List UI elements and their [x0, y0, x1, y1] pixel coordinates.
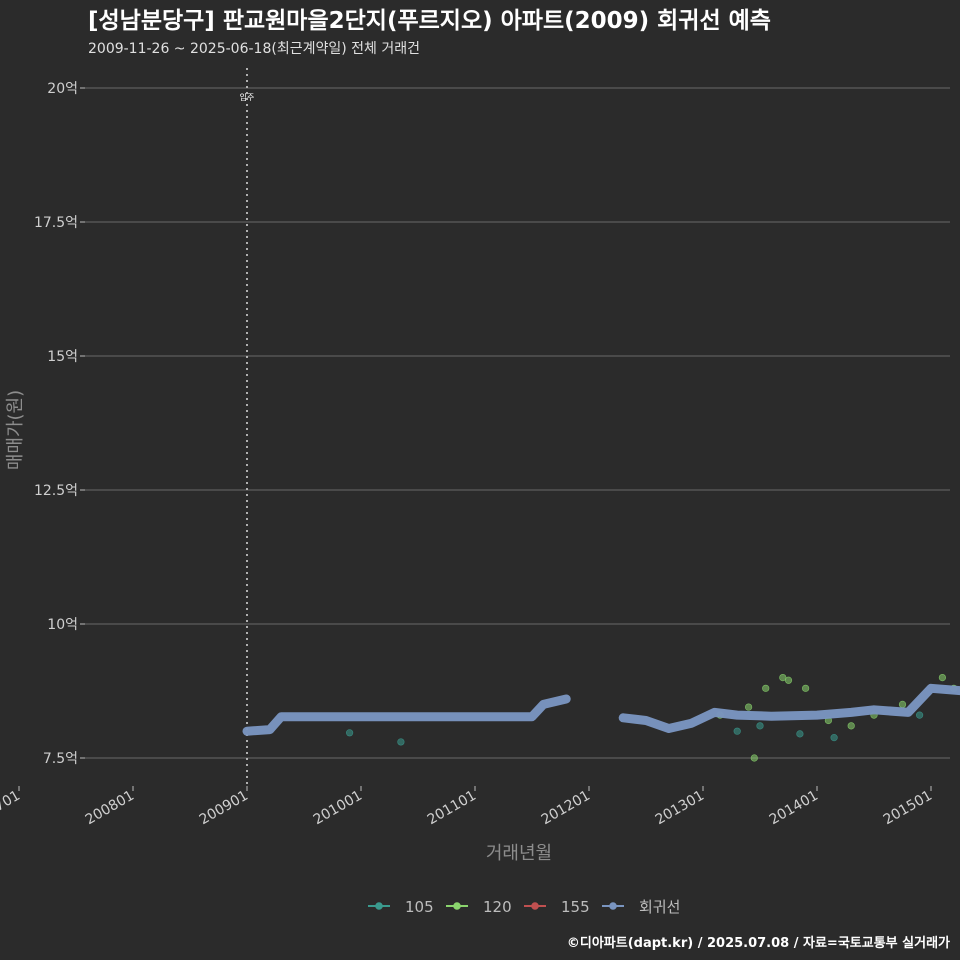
legend-key-dot: [531, 902, 539, 910]
point-105: [733, 727, 741, 735]
x-tick-label: 200801: [83, 788, 137, 829]
y-axis-label: 매매가(원): [5, 390, 26, 470]
point-120: [938, 673, 947, 682]
y-tick-label: 10억: [47, 617, 78, 633]
regression-line: [242, 683, 960, 736]
point-120: [784, 676, 793, 684]
x-tick-label: 201101: [425, 788, 479, 829]
point-120: [801, 684, 810, 692]
point-105: [796, 730, 804, 738]
chart-title: [성남분당구] 판교원마을2단지(푸르지오) 아파트(2009) 회귀선 예측: [88, 8, 771, 34]
x-tick-label: 201401: [767, 788, 821, 829]
x-axis-ticks: 2006012007012008012009012010012011012012…: [0, 786, 935, 829]
y-tick-label: 17.5억: [34, 215, 78, 231]
y-axis-ticks: 7.5억 10억 12.5억 15억 17.5억 20억: [34, 81, 85, 767]
legend-item-120: 120: [483, 898, 512, 916]
x-tick-label: 201001: [311, 788, 365, 829]
grid-lines: [85, 87, 950, 759]
y-tick-label: 7.5억: [43, 751, 78, 767]
regression-segment: [242, 694, 571, 736]
x-axis-label: 거래년월: [486, 843, 552, 864]
point-120: [762, 684, 770, 692]
y-tick-label: 15억: [47, 349, 78, 365]
legend: 105 120 155 회귀선: [368, 898, 680, 916]
legend-item-105: 105: [405, 898, 434, 916]
legend-key-dot: [375, 902, 383, 910]
x-tick-label: 200701: [0, 788, 23, 829]
scatter-points: [346, 673, 958, 762]
point-105: [756, 722, 764, 730]
point-120: [750, 754, 758, 762]
chart-subtitle: 2009-11-26 ~ 2025-06-18(최근계약일) 전체 거래건: [88, 41, 420, 57]
point-120: [744, 703, 753, 711]
point-105: [915, 711, 924, 719]
legend-key-dot: [453, 902, 461, 910]
x-tick-label: 201201: [539, 788, 593, 829]
caption: ©디아파트(dapt.kr) / 2025.07.08 / 자료=국토교통부 실…: [567, 935, 950, 951]
point-120: [847, 722, 855, 730]
y-tick-label: 12.5억: [34, 483, 78, 499]
point-105: [830, 734, 838, 742]
legend-key-dot: [609, 902, 617, 910]
x-tick-label: 201501: [881, 788, 935, 829]
regression-segment: [618, 683, 960, 733]
y-tick-label: 20억: [47, 81, 78, 97]
point-105: [346, 729, 354, 737]
x-tick-label: 201301: [653, 788, 707, 829]
point-105: [397, 738, 405, 746]
legend-item-155: 155: [561, 898, 590, 916]
legend-item-회귀선: 회귀선: [639, 898, 680, 916]
x-tick-label: 200901: [197, 788, 251, 829]
move-in-label: 입주: [240, 93, 255, 102]
point-120: [898, 700, 907, 709]
move-in-annotation: 입주: [240, 68, 255, 786]
